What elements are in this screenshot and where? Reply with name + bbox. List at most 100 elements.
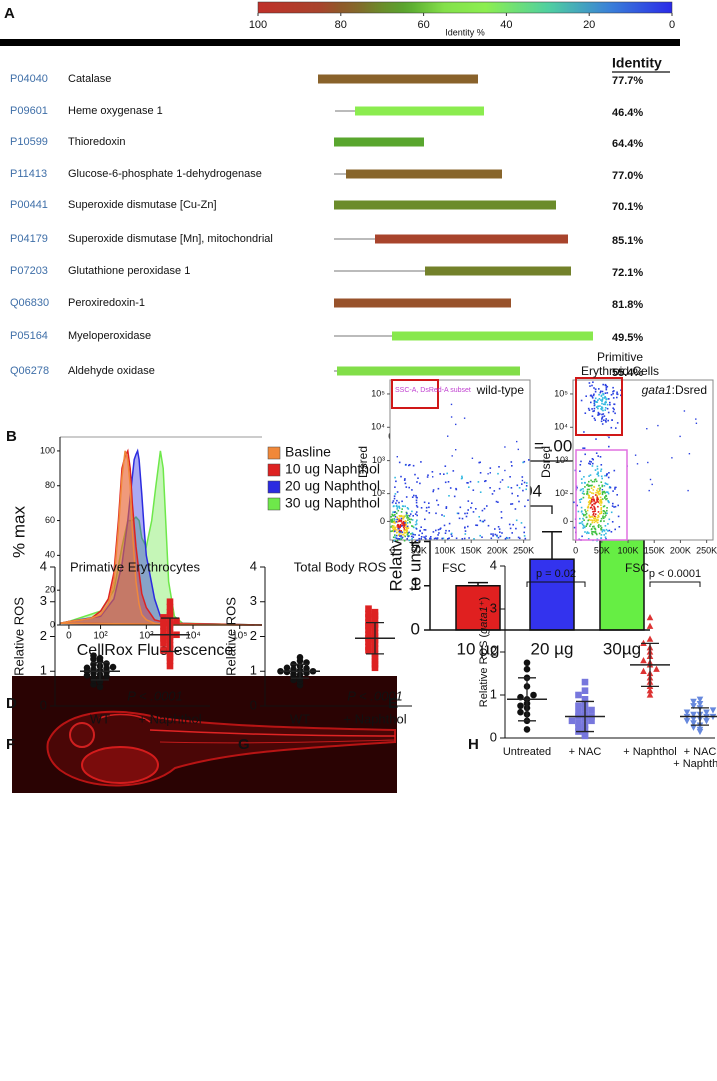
data-point bbox=[588, 717, 595, 725]
flow-dot bbox=[415, 511, 418, 513]
flow-dot bbox=[490, 537, 493, 540]
flow-dot bbox=[524, 537, 527, 540]
flow-dot bbox=[466, 482, 468, 484]
flow-dot bbox=[598, 532, 601, 535]
flow-dot bbox=[616, 391, 618, 394]
flow-dot bbox=[471, 457, 474, 459]
flow-dot bbox=[392, 525, 394, 528]
flow-dot bbox=[576, 504, 578, 507]
flow-dot bbox=[604, 409, 606, 411]
flow-dot bbox=[511, 503, 514, 505]
flow-dot bbox=[423, 536, 425, 538]
flow-dot bbox=[475, 508, 477, 510]
flow-dot bbox=[601, 390, 604, 393]
flow-dot bbox=[591, 480, 594, 483]
panel-label: A bbox=[4, 5, 15, 22]
data-point bbox=[646, 622, 654, 629]
flow-dot bbox=[611, 521, 614, 523]
flow-dot bbox=[603, 490, 605, 493]
flow-dot bbox=[443, 524, 446, 527]
flow-dot bbox=[587, 506, 589, 509]
data-point bbox=[166, 662, 174, 670]
flow-dot bbox=[612, 490, 614, 492]
flow-dot bbox=[398, 505, 400, 508]
flow-dot bbox=[524, 505, 526, 508]
flow-dot bbox=[606, 398, 608, 400]
flow-dot bbox=[419, 482, 421, 485]
data-point bbox=[581, 678, 589, 686]
flow-dot bbox=[394, 476, 396, 479]
flow-dot bbox=[495, 500, 498, 503]
flow-dot bbox=[612, 392, 614, 395]
flow-dot bbox=[393, 497, 396, 500]
flow-dot bbox=[510, 487, 513, 489]
significance-bracket bbox=[649, 581, 701, 587]
data-point bbox=[581, 730, 589, 737]
flow-dot bbox=[405, 514, 408, 516]
flow-dot bbox=[447, 435, 449, 437]
data-point bbox=[166, 612, 174, 619]
flow-dot bbox=[604, 516, 606, 518]
flow-dot bbox=[464, 526, 466, 529]
flow-dot bbox=[598, 493, 600, 496]
flow-dot bbox=[594, 532, 597, 534]
legend-swatch bbox=[267, 463, 281, 477]
flow-dot bbox=[406, 534, 409, 536]
y-tick-label: 0 bbox=[490, 729, 497, 744]
flow-dot bbox=[600, 475, 603, 478]
flow-dot bbox=[605, 385, 607, 387]
flow-dot bbox=[518, 487, 521, 489]
flow-dot bbox=[439, 527, 442, 530]
flow-dot bbox=[398, 519, 400, 521]
flow-dot bbox=[585, 512, 588, 515]
flow-dot bbox=[453, 495, 456, 498]
flow-dot bbox=[581, 510, 583, 512]
flow-dot bbox=[606, 507, 608, 509]
flow-dot bbox=[597, 473, 599, 475]
flow-dot bbox=[410, 533, 412, 535]
accession-id: Q06830 bbox=[10, 297, 49, 309]
flow-dot bbox=[679, 435, 681, 438]
flow-dot bbox=[591, 520, 594, 522]
flow-dot bbox=[497, 536, 500, 539]
flow-dot bbox=[600, 517, 603, 520]
flow-dot bbox=[432, 489, 435, 491]
x-tick-label: + Naphthol bbox=[623, 746, 677, 758]
y-tick-label: 10³ bbox=[372, 455, 385, 465]
flow-dot bbox=[584, 531, 586, 533]
flow-dot bbox=[581, 513, 584, 515]
flow-dot bbox=[586, 488, 589, 491]
x-tick-label: + NAC bbox=[569, 746, 602, 758]
flow-dot bbox=[603, 520, 605, 522]
flow-dot bbox=[586, 522, 589, 525]
flow-dot bbox=[607, 500, 609, 502]
data-point bbox=[365, 626, 372, 633]
flow-dot bbox=[579, 464, 582, 466]
flow-dot bbox=[445, 507, 448, 509]
fish-vessel bbox=[159, 739, 396, 744]
flow-dot bbox=[423, 501, 426, 504]
flow-dot bbox=[420, 507, 423, 509]
x-tick-label: 50K bbox=[594, 545, 610, 555]
flow-dot bbox=[403, 523, 406, 525]
data-point bbox=[90, 681, 97, 688]
flow-dot bbox=[396, 508, 398, 510]
flow-dot bbox=[593, 485, 595, 488]
data-point bbox=[365, 605, 372, 612]
flow-dot bbox=[398, 529, 401, 532]
flow-dot bbox=[601, 498, 604, 500]
flow-dot bbox=[402, 517, 405, 520]
flow-dot bbox=[405, 528, 408, 531]
data-point bbox=[581, 696, 589, 703]
flow-dot bbox=[591, 465, 594, 467]
flow-dot bbox=[588, 532, 590, 534]
flow-dot bbox=[608, 518, 611, 521]
flow-dot bbox=[605, 483, 607, 485]
data-point bbox=[709, 707, 717, 714]
flow-dot bbox=[612, 397, 615, 399]
flow-dot bbox=[401, 525, 403, 527]
flow-dot bbox=[587, 497, 590, 499]
flow-dot bbox=[523, 531, 525, 534]
flow-dot bbox=[600, 470, 602, 472]
